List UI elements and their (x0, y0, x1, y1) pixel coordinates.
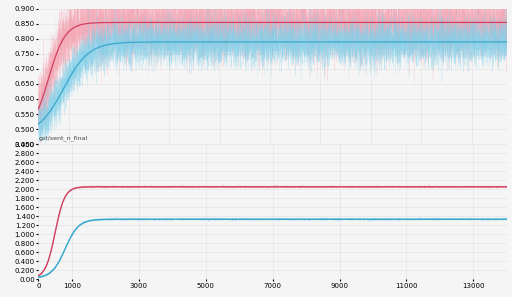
Text: gst/sent_n_final: gst/sent_n_final (38, 136, 88, 141)
X-axis label: (a) Test accuracy: (a) Test accuracy (218, 173, 327, 186)
